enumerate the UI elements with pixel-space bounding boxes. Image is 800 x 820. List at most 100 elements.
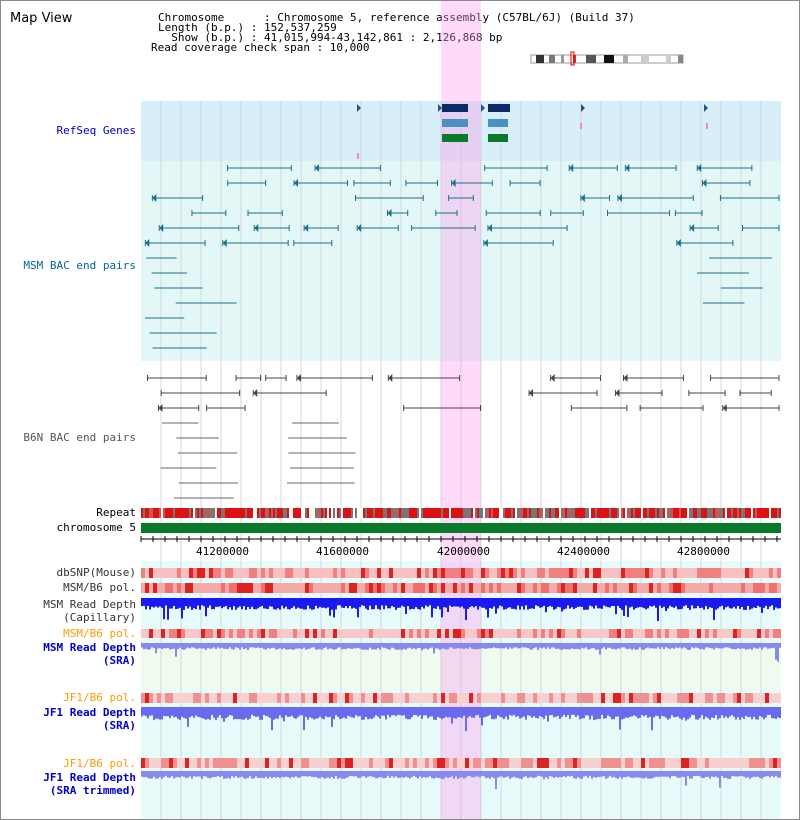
depth-bar [663, 598, 665, 607]
depth-bar [211, 598, 213, 610]
depth-bar [737, 598, 739, 607]
heat-cell [605, 758, 609, 768]
depth-bar [771, 771, 773, 776]
heat-cell [549, 568, 553, 578]
depth-bar [513, 707, 515, 715]
repeat-cell [249, 508, 251, 518]
depth-bar [481, 643, 483, 649]
heat-cell [257, 583, 261, 593]
heat-cell [353, 693, 357, 703]
heat-cell [461, 583, 465, 593]
depth-bar [195, 643, 197, 649]
heat-cell [693, 583, 697, 593]
depth-bar [325, 771, 327, 779]
repeat-cell [471, 508, 473, 518]
repeat-cell [443, 508, 445, 518]
heat-cell [325, 629, 329, 638]
depth-bar [521, 598, 523, 607]
depth-bar [161, 707, 163, 720]
repeat-cell [401, 508, 403, 518]
heat-cell [325, 758, 329, 768]
heat-cell [249, 629, 253, 638]
heat-cell [169, 583, 173, 593]
repeat-cell [743, 508, 745, 518]
depth-bar [643, 707, 645, 717]
heat-cell [705, 693, 709, 703]
depth-bar [361, 707, 363, 720]
heat-cell [145, 568, 149, 578]
heat-cell [465, 583, 469, 593]
heat-cell [285, 693, 289, 703]
heat-cell [301, 693, 305, 703]
bac-arrow [451, 179, 456, 187]
depth-bar [179, 598, 181, 608]
depth-bar [341, 771, 343, 779]
depth-bar [457, 598, 459, 607]
depth-bar [677, 598, 679, 610]
heat-cell [497, 693, 501, 703]
heat-cell [585, 568, 589, 578]
heat-cell [421, 758, 425, 768]
depth-bar [553, 643, 555, 648]
heat-cell [357, 693, 361, 703]
depth-bar [747, 643, 749, 650]
repeat-cell [393, 508, 395, 518]
depth-bar [413, 771, 415, 776]
heat-cell [733, 629, 737, 638]
depth-bar [681, 707, 683, 720]
heat-cell [433, 583, 437, 593]
heat-cell [561, 629, 565, 638]
depth-bar [233, 771, 235, 778]
heat-cell [457, 758, 461, 768]
heat-cell [153, 568, 157, 578]
depth-bar [427, 771, 429, 778]
msm-b6-pol-sra-label: MSM/B6 pol. [63, 627, 136, 640]
heat-cell [597, 758, 601, 768]
repeat-cell [301, 508, 303, 518]
axis-tick-label: 42800000 [677, 545, 730, 558]
depth-bar [459, 643, 461, 649]
repeat-cell [667, 508, 669, 518]
depth-bar [327, 643, 329, 650]
heat-cell [469, 758, 473, 768]
heat-cell [321, 568, 325, 578]
depth-bar [375, 643, 377, 650]
heat-cell [501, 583, 505, 593]
depth-bar [155, 771, 157, 779]
depth-bar [271, 707, 273, 731]
depth-bar [543, 643, 545, 648]
heat-cell [761, 583, 765, 593]
heat-cell [405, 583, 409, 593]
bac-arrow [697, 164, 702, 172]
depth-bar [343, 643, 345, 649]
heat-cell [157, 629, 161, 638]
heat-cell [773, 758, 777, 768]
heat-cell [693, 629, 697, 638]
heat-cell [385, 629, 389, 638]
msm-bac-track-label[interactable]: MSM BAC end pairs [23, 259, 136, 272]
heat-cell [305, 568, 309, 578]
depth-bar [427, 598, 429, 607]
heat-cell [257, 568, 261, 578]
depth-bar [289, 771, 291, 779]
depth-bar [597, 707, 599, 719]
depth-bar [209, 771, 211, 779]
depth-bar [737, 707, 739, 718]
repeat-cell [263, 508, 265, 518]
heat-cell [449, 568, 453, 578]
depth-bar [615, 771, 617, 778]
depth-bar [689, 598, 691, 610]
depth-bar [715, 771, 717, 777]
heat-cell [509, 758, 513, 768]
depth-bar [293, 643, 295, 650]
heat-cell [165, 583, 169, 593]
depth-bar [395, 707, 397, 717]
heat-cell [441, 693, 445, 703]
depth-bar [765, 707, 767, 718]
depth-bar [345, 707, 347, 719]
depth-bar [173, 643, 175, 649]
b6n-bac-track-label[interactable]: B6N BAC end pairs [23, 431, 136, 444]
heat-cell [589, 693, 593, 703]
refseq-track-label[interactable]: RefSeq Genes [56, 124, 136, 137]
